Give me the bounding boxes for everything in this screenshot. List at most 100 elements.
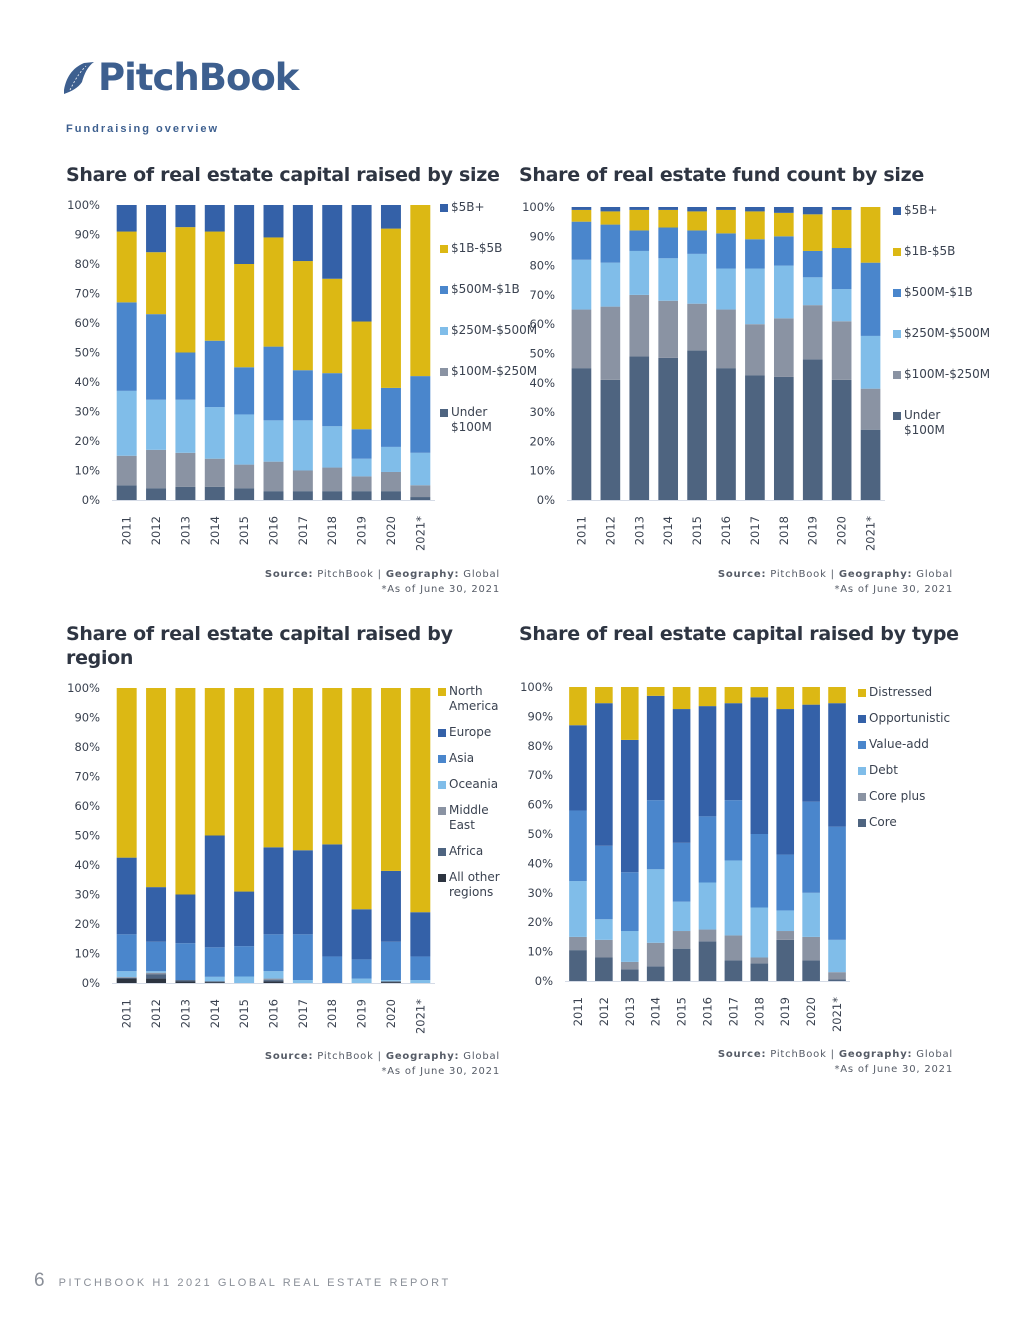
bar-segment [322,956,343,983]
bar-stack-2011 [571,207,592,500]
x-tick-label: 2012 [149,516,163,545]
bar-stack-2020 [380,205,401,500]
bar-segment [263,981,284,983]
chart-title: Share of real estate capital raised by r… [66,623,453,669]
bar-segment [292,470,313,492]
bar-segment [204,976,225,982]
x-tick-label: 2017 [748,516,762,545]
x-tick-label: 2013 [178,516,192,545]
bar-segment [351,978,372,983]
bar-segment [263,688,284,848]
legend-item: $1B-$5B [440,241,505,256]
bar-segment [750,907,769,958]
bar-segment [629,230,650,251]
bar-segment [322,278,343,374]
bar-segment [204,486,225,500]
bar-segment [620,739,639,873]
bar-segment [410,956,431,981]
section-label: Fundraising overview [66,123,220,135]
y-tick-label: 80% [74,257,100,271]
legend-item: Europe [438,725,503,740]
source-text: PitchBook [317,569,374,580]
bar-segment [629,207,650,210]
legend-item: $5B+ [893,203,958,218]
y-tick-label: 30% [529,405,555,419]
bar-stack-2020 [802,687,820,981]
source-text: Geography: [385,569,460,580]
y-tick-label: 40% [74,375,100,389]
bar-segment [204,205,225,232]
bar-segment [745,375,765,500]
legend-swatch [893,330,901,338]
bar-segment [802,892,820,937]
bar-segment [672,931,691,949]
bar-segment [698,816,717,883]
source-text: Geography: [385,1051,460,1062]
bar-segment [802,359,823,500]
bar-segment [831,207,852,210]
bar-segment [595,957,613,981]
legend-item: $5B+ [440,200,505,215]
y-tick-label: 20% [74,917,100,931]
source-text: Source: [264,569,314,580]
legend-label: North America [449,684,499,713]
legend-swatch [858,715,866,723]
bar-segment [658,300,679,358]
x-tick-label: 2016 [701,997,715,1026]
chart-source: Source: PitchBook | Geography: Global *As… [717,569,953,595]
bar-segment [716,209,736,234]
bar-segment [658,258,679,301]
bar-segment [672,901,691,932]
bar-stack-2015 [687,207,707,500]
legend-swatch [438,807,446,815]
bar-segment [600,211,621,225]
pitchbook-leaf-icon [64,61,94,94]
bar-segment [620,872,639,932]
bar-segment [380,446,401,472]
bar-segment [745,268,765,325]
legend-swatch [858,741,866,749]
bar-segment [698,687,717,707]
legend-label: $500M-$1B [451,282,520,296]
chart-title: Share of real estate capital raised by s… [66,164,500,186]
legend-swatch [858,689,866,697]
x-tick-label: 2011 [571,997,585,1026]
bar-segment [569,881,587,937]
x-tick-label: 2019 [806,516,820,545]
bar-segment [263,978,284,981]
bar-stack-2019 [802,207,823,500]
legend-item: Asia [438,751,503,766]
bar-segment [716,309,736,369]
bar-segment [116,857,137,935]
bar-segment [831,248,852,290]
bar-segment [380,228,401,388]
bar-segment [351,491,372,500]
bar-segment [750,687,769,698]
y-tick-label: 40% [74,858,100,872]
bar-segment [175,227,196,353]
source-text: Source: [264,1051,314,1062]
legend-swatch [858,767,866,775]
legend-item: Under $100M [440,405,505,435]
bar-segment [569,687,587,726]
bar-segment [776,687,795,710]
y-tick-label: 0% [82,493,100,507]
stacked-bar-chart: 0% 10% 20% 30% 40% 50% 60% 70% 80% 90% 100% 2011 201… [520,680,850,1032]
legend-item: $1B-$5B [893,244,958,259]
legend-swatch [438,848,446,856]
bar-segment [234,264,255,368]
bar-stack-2014 [658,207,679,500]
legend-label: Middle East [449,803,489,832]
bar-segment [322,426,343,468]
bar-segment [146,974,167,979]
bar-segment [776,709,795,855]
chart-legend: Distressed Opportunistic Value-add Debt Core… [858,685,969,841]
source-text: Source: [717,1049,767,1060]
bar-segment [802,277,823,306]
bar-segment [750,697,769,834]
bar-stack-2019 [351,205,372,500]
bar-segment [860,335,881,389]
bar-segment [263,971,284,979]
bar-segment [672,948,691,981]
